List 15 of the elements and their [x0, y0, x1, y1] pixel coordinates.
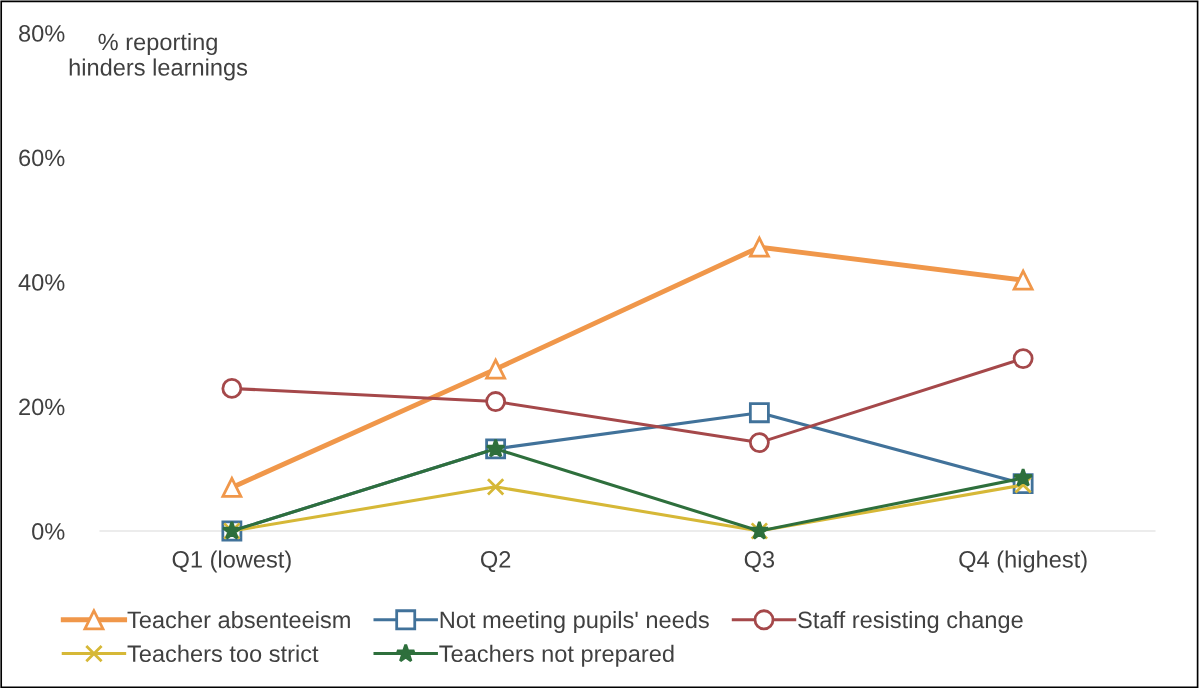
x-tick-label: Q2: [481, 551, 511, 573]
y-axis-title: % reporting hinders learnings: [69, 33, 248, 81]
legend-label: Teachers too strict: [127, 644, 319, 663]
y-tick-label: 60%: [19, 149, 65, 167]
x-tick-label: Q3: [744, 551, 775, 573]
legend-label: Staff resisting change: [798, 610, 1023, 633]
y-tick-label: 40%: [18, 274, 65, 291]
legend-label: Not meeting pupils' needs: [440, 610, 709, 633]
y-tick-label: 80%: [19, 25, 65, 42]
legend-label: Teachers not prepared: [439, 644, 674, 667]
legend-label: Teacher absenteeism: [127, 610, 350, 629]
x-tick-label: Q1 (lowest): [172, 550, 291, 573]
x-tick-label: Q4 (highest): [959, 550, 1087, 573]
y-tick-label: 0%: [32, 523, 65, 540]
y-tick-label: 20%: [19, 398, 65, 416]
